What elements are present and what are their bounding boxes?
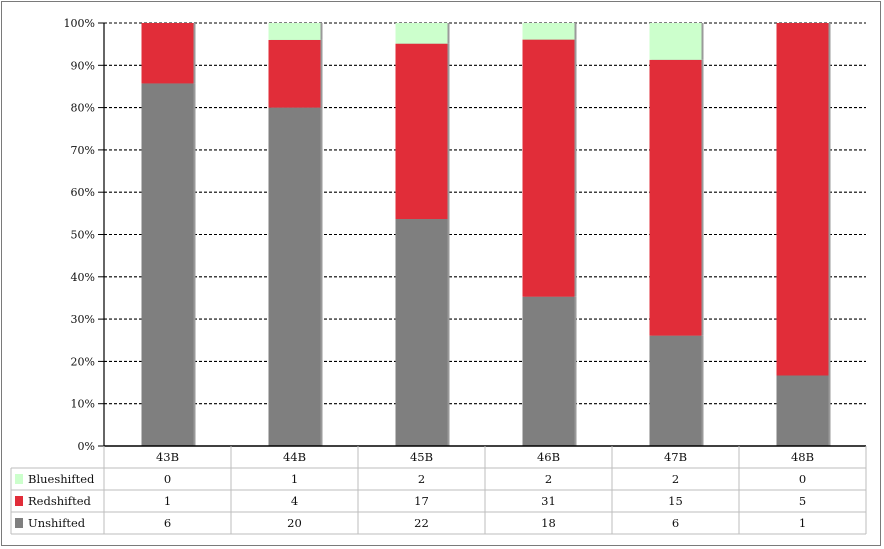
table-cell-value: 6	[164, 516, 171, 530]
x-category-label: 43B	[156, 450, 179, 464]
legend-label-unshifted: Unshifted	[28, 516, 86, 530]
grid-layer	[104, 22, 866, 405]
bar-segment-redshifted-45b	[395, 43, 448, 220]
bar-segment-blueshifted-47b	[649, 23, 702, 60]
y-tick-label: 70%	[71, 144, 95, 157]
bar-segment-redshifted-46b	[522, 39, 575, 297]
y-tick-label: 60%	[71, 186, 95, 199]
x-category-label: 48B	[791, 450, 814, 464]
legend-swatch-redshifted	[15, 496, 23, 506]
table-cell-value: 2	[672, 472, 679, 486]
bar-segment-unshifted-44b	[268, 107, 321, 446]
table-cell-value: 1	[799, 516, 806, 530]
table-cell-value: 1	[291, 472, 298, 486]
legend-label-redshifted: Redshifted	[28, 494, 91, 508]
y-tick-label: 20%	[71, 355, 95, 368]
bar-segment-unshifted-47b	[649, 335, 702, 446]
legend-swatch-blueshifted	[15, 474, 23, 484]
bar-segment-blueshifted-46b	[522, 23, 575, 40]
table-cell-value: 2	[418, 472, 425, 486]
table-cell-value: 0	[799, 472, 806, 486]
bar-segment-unshifted-45b	[395, 219, 448, 446]
table-cell-value: 0	[164, 472, 171, 486]
table-cell-value: 20	[287, 516, 302, 530]
bar-segment-redshifted-43b	[141, 23, 194, 84]
y-tick-label: 10%	[71, 398, 95, 411]
y-tick-label: 80%	[71, 102, 95, 115]
bar-segment-redshifted-47b	[649, 59, 702, 336]
x-category-label: 45B	[410, 450, 433, 464]
bar-segment-redshifted-44b	[268, 39, 321, 108]
table-cell-value: 18	[541, 516, 556, 530]
y-tick-label: 100%	[64, 17, 95, 30]
bar-segment-unshifted-43b	[141, 83, 194, 446]
bar-segment-redshifted-48b	[776, 23, 829, 376]
table-cell-value: 1	[164, 494, 171, 508]
legend-label-blueshifted: Blueshifted	[28, 472, 95, 486]
bar-segment-blueshifted-45b	[395, 23, 448, 44]
y-tick-label: 40%	[71, 271, 95, 284]
x-category-label: 46B	[537, 450, 560, 464]
bar-segment-blueshifted-44b	[268, 23, 321, 40]
bar-segment-unshifted-48b	[776, 375, 829, 446]
y-tick-label: 90%	[71, 59, 95, 72]
table-cell-value: 5	[799, 494, 806, 508]
table-cell-value: 2	[545, 472, 552, 486]
table-cell-value: 22	[414, 516, 429, 530]
table-cell-value: 31	[541, 494, 556, 508]
bar-segment-unshifted-46b	[522, 296, 575, 446]
x-category-label: 47B	[664, 450, 687, 464]
table-cell-value: 15	[668, 494, 683, 508]
table-cell-value: 6	[672, 516, 679, 530]
legend-swatch-unshifted	[15, 518, 23, 528]
y-tick-label: 0%	[78, 440, 95, 453]
x-category-label: 44B	[283, 450, 306, 464]
y-tick-label: 50%	[71, 229, 95, 242]
table-cell-value: 4	[291, 494, 298, 508]
bars-layer	[141, 23, 831, 446]
y-tick-label: 30%	[71, 313, 95, 326]
table-cell-value: 17	[414, 494, 429, 508]
